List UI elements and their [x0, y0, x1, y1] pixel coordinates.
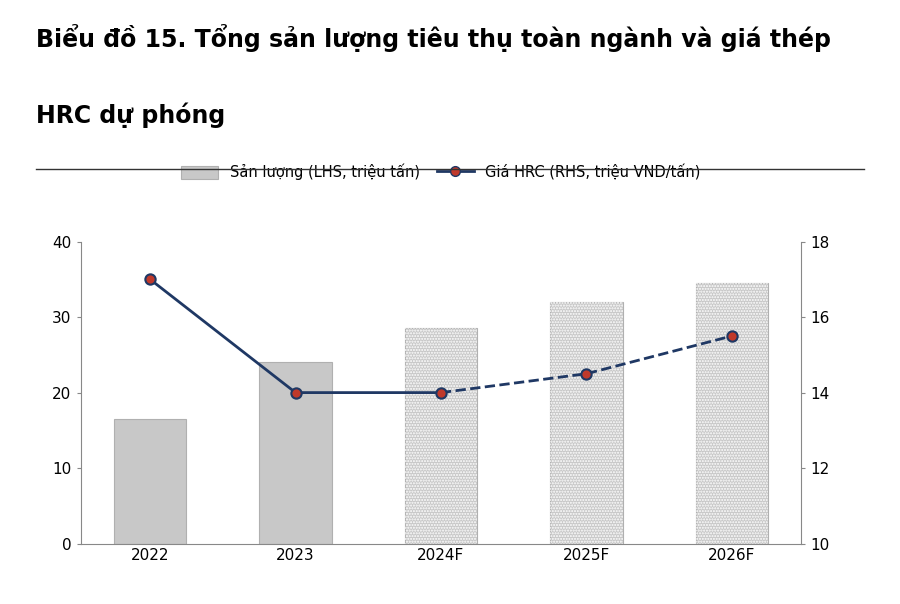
Point — [288, 388, 302, 397]
Point — [580, 369, 594, 379]
Bar — [259, 362, 332, 544]
Point — [143, 274, 157, 284]
Text: Biểu đồ 15. Tổng sản lượng tiêu thụ toàn ngành và giá thép: Biểu đồ 15. Tổng sản lượng tiêu thụ toàn… — [36, 24, 831, 52]
Bar — [405, 329, 477, 544]
Text: HRC dự phóng: HRC dự phóng — [36, 103, 225, 128]
Point — [724, 331, 739, 341]
Bar — [696, 283, 769, 544]
Bar — [696, 283, 769, 544]
Bar — [550, 302, 623, 544]
Point — [434, 388, 448, 397]
Legend: Sản lượng (LHS, triệu tấn), Giá HRC (RHS, triệu VND/tấn): Sản lượng (LHS, triệu tấn), Giá HRC (RHS… — [176, 158, 707, 186]
Bar — [113, 419, 186, 544]
Bar — [550, 302, 623, 544]
Bar — [405, 329, 477, 544]
